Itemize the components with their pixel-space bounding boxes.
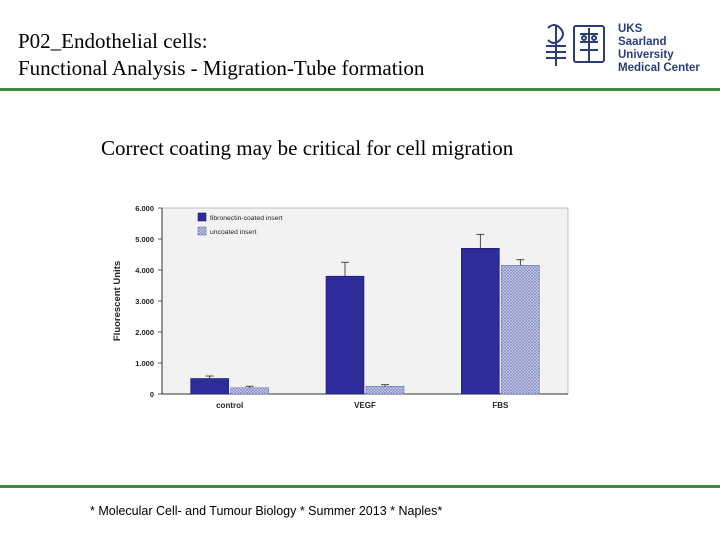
footer-text: * Molecular Cell- and Tumour Biology * S… bbox=[90, 504, 443, 518]
y-tick-label: 1.000 bbox=[135, 359, 154, 368]
logo-text: UKS Saarland University Medical Center bbox=[618, 23, 715, 75]
header-divider bbox=[0, 88, 720, 91]
y-tick-label: 4.000 bbox=[135, 266, 154, 275]
y-tick-label: 0 bbox=[150, 390, 154, 399]
y-tick-label: 6.000 bbox=[135, 204, 154, 213]
legend-label: fibronectin-coated insert bbox=[210, 215, 283, 222]
bar bbox=[461, 247, 500, 395]
legend-swatch bbox=[197, 226, 207, 236]
title-line-1: P02_Endothelial cells: bbox=[18, 29, 208, 53]
bar bbox=[365, 385, 405, 395]
y-tick-label: 5.000 bbox=[135, 235, 154, 244]
migration-bar-chart: 0 1.000 2.000 3.000 4.000 5.000 6.000 Fluoresce… bbox=[112, 204, 569, 410]
y-tick-label: 2.000 bbox=[135, 328, 154, 337]
slide-title: P02_Endothelial cells: Functional Analys… bbox=[18, 28, 424, 82]
legend-swatch bbox=[197, 212, 207, 222]
slide-subtitle: Correct coating may be critical for cell… bbox=[101, 136, 514, 160]
footer-divider bbox=[0, 485, 720, 488]
y-axis-title: Fluorescent Units bbox=[112, 261, 123, 341]
legend-label: uncoated insert bbox=[210, 229, 257, 236]
logo-line-2: Saarland University bbox=[618, 36, 674, 61]
x-tick-label: FBS bbox=[492, 401, 509, 410]
bar bbox=[501, 265, 540, 395]
logo-line-3: Medical Center bbox=[618, 62, 700, 74]
y-tick-label: 3.000 bbox=[135, 297, 154, 306]
title-line-2: Functional Analysis - Migration-Tube for… bbox=[18, 56, 425, 80]
x-tick-label: VEGF bbox=[354, 401, 376, 410]
logo-line-1: UKS bbox=[618, 23, 643, 35]
x-tick-label: control bbox=[216, 401, 243, 410]
bar bbox=[190, 378, 229, 395]
bar bbox=[325, 275, 365, 395]
uks-logo: UKS Saarland University Medical Center bbox=[540, 20, 715, 75]
bar bbox=[230, 387, 269, 395]
university-seal-icon bbox=[546, 24, 605, 66]
plot-area bbox=[161, 207, 569, 395]
